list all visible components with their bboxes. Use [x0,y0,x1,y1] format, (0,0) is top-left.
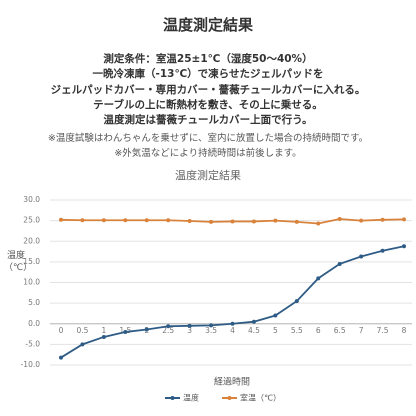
x-tick-label: 5 [273,326,278,335]
x-tick-label: 0.5 [76,326,88,335]
legend-dot [227,396,232,400]
point [251,319,256,324]
point [273,313,278,318]
point [337,216,342,221]
x-tick-label: 1 [101,326,106,335]
point [402,217,406,222]
point [359,254,364,259]
condition-line: ジェルパッドカバー・専用カバー・薔薇チュールカバーに入れる。 [50,83,366,96]
point [144,327,149,332]
chart-title: 温度測定結果 [175,168,241,182]
x-tick-label: 7.5 [377,326,389,335]
note-line: ※外気温などにより持続時間は前後します。 [114,148,302,159]
condition-line: 温度測定は薔薇チュールカバー上面で行う。 [103,114,313,127]
condition-line: テーブルの上に断熱材を敷き、その上に乗せる。 [93,98,323,111]
y-tick-label: 0.0 [28,319,40,328]
y-tick-label: 20.0 [23,236,40,245]
note-line: ※温度試験はわんちゃんを乗せずに、室内に放置した場合の持続時間です。 [47,133,369,144]
point [123,330,128,334]
condition-line: 一晩冷凍庫（-13℃）で凍らせたジェルパッドを [92,68,324,81]
x-tick-label: 2.5 [162,326,174,335]
point [294,299,299,304]
point [359,218,364,223]
point [166,324,171,329]
point [337,261,342,266]
point [59,355,63,360]
point [230,219,235,224]
point [209,323,214,328]
x-tick-label: 3 [187,326,192,335]
x-axis-label: 経過時間 [214,376,250,388]
point [101,218,106,223]
x-tick-label: 6 [316,326,321,335]
point [123,218,128,223]
x-tick-label: 0 [59,326,64,335]
y-tick-label: 25.0 [23,216,40,225]
legend-dot [170,396,175,400]
series-line [60,245,405,359]
point [273,218,278,223]
y-tick-label: 10.0 [23,278,40,287]
x-tick-label: 3.5 [205,326,217,335]
point [294,219,299,224]
point [316,221,321,226]
point [80,218,85,223]
y-tick-label: 30.0 [23,195,40,204]
point [230,321,235,326]
x-tick-label: 5.5 [291,326,303,335]
point [80,342,85,347]
point [251,219,256,224]
x-tick-label: 6.5 [334,326,346,335]
x-tick-label: 4 [230,326,235,335]
point [59,217,63,222]
point [209,219,214,224]
point [166,218,171,223]
y-tick-label: 15.0 [23,257,40,266]
point [316,276,321,281]
x-tick-label: 4.5 [248,326,260,335]
legend-label: 温度 [183,393,199,403]
title: 温度測定結果 [162,16,253,34]
y-axis-label: 温度（℃） [4,251,33,273]
point [187,219,192,224]
point [402,244,406,249]
point [187,323,192,328]
y-tick-label: -10.0 [21,360,41,369]
x-tick-label: 7 [359,326,364,335]
point [101,334,106,339]
y-tick-label: -5.0 [25,339,40,348]
point [380,248,385,253]
point [144,218,149,223]
point [380,217,385,222]
legend-label: 室温（℃） [240,393,281,403]
y-tick-label: 5.0 [28,298,40,307]
condition-line: 測定条件：室温25±1℃（湿度50～40%） [103,53,313,65]
x-tick-label: 8 [402,326,407,335]
